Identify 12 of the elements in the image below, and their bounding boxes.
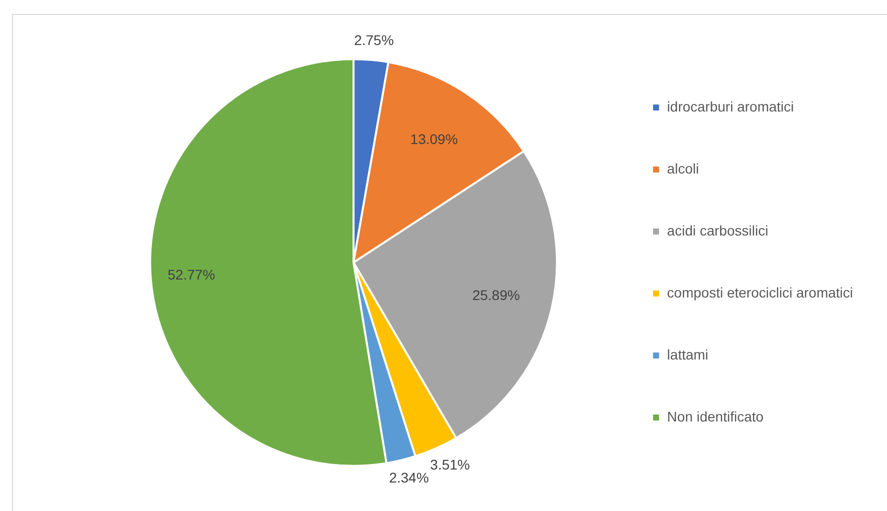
data-label: 2.75% [354, 32, 394, 48]
legend-label: idrocarburi aromatici [667, 98, 794, 114]
data-label: 25.89% [472, 286, 520, 303]
data-label: 3.51% [430, 456, 470, 473]
data-label: 13.09% [410, 131, 458, 148]
legend-label: Non identificato [667, 408, 764, 424]
legend-label: alcoli [667, 160, 699, 176]
legend-label: lattami [667, 346, 708, 362]
legend-label: acidi carbossilici [667, 222, 768, 238]
data-label: 2.34% [389, 470, 429, 486]
legend-label: composti eterociclici aromatici [667, 284, 854, 300]
data-label: 52.77% [168, 266, 216, 283]
